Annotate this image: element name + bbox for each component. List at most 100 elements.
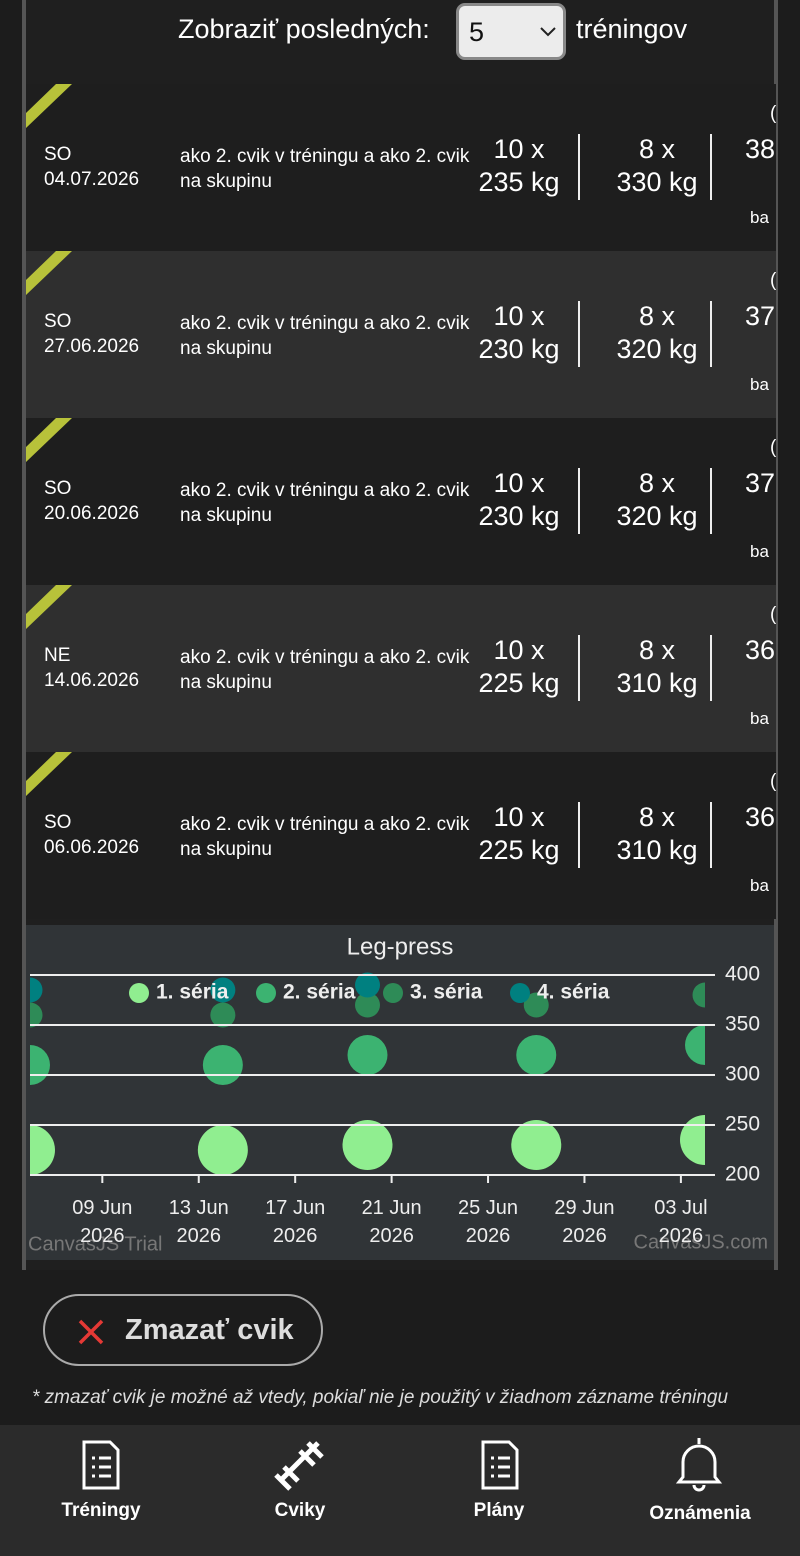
- marker-stripe: [26, 752, 72, 796]
- filter-label: Zobraziť posledných:: [178, 14, 430, 44]
- marker-stripe: [26, 585, 72, 629]
- bubble: [210, 977, 236, 1003]
- chevron: [540, 27, 556, 37]
- legend-label: 3. séria: [410, 981, 483, 1004]
- workout-day: SO: [44, 144, 72, 165]
- set-weight: 235 kg: [478, 167, 560, 197]
- x-tick-label: 03 Jul 2026: [654, 1197, 708, 1247]
- footnote: * zmazať cvik je možné až vtedy, pokiaľ …: [32, 1387, 729, 1408]
- bubble: [511, 1120, 562, 1170]
- bubble: [210, 1002, 236, 1028]
- nav-item[interactable]: Oznámenia: [649, 1503, 751, 1524]
- set-divider: [710, 635, 712, 701]
- select-value: 5: [469, 17, 485, 47]
- partial-bottom: ba: [750, 709, 769, 728]
- set-divider: [578, 468, 580, 534]
- workout-day: NE: [44, 645, 71, 666]
- bubble: [202, 1045, 243, 1085]
- set-divider: [710, 468, 712, 534]
- bubble: [347, 1035, 388, 1075]
- legend-marker: [256, 983, 276, 1003]
- bottom-nav: [0, 1425, 800, 1556]
- set-divider: [578, 802, 580, 868]
- set-reps: 10 x: [493, 301, 545, 331]
- x-tick-label: 25 Jun 2026: [458, 1197, 519, 1247]
- watermark: CanvasJS Trial: [28, 1233, 163, 1255]
- legend-marker: [383, 983, 403, 1003]
- bubble: [30, 977, 43, 1003]
- workout-date: 20.06.2026: [44, 503, 140, 524]
- set-reps: 8 x: [638, 134, 676, 164]
- workout-list: SO 04.07.2026 ako 2. cvik v tréningu a ako…: [26, 84, 776, 919]
- set-reps: 8 x: [638, 635, 676, 665]
- nav-icons: [82, 1438, 723, 1492]
- partial-top: (: [770, 771, 776, 792]
- workout-day: SO: [44, 311, 72, 332]
- x-tick-label: 09 Jun 2026: [72, 1197, 133, 1247]
- workout-row: SO 20.06.2026 ako 2. cvik v tréningu a ako…: [26, 418, 776, 585]
- set-divider: [578, 635, 580, 701]
- set-weight: 230 kg: [478, 334, 560, 364]
- legend-marker: [129, 983, 149, 1003]
- chart-panel: [26, 925, 774, 1260]
- delete-icon: [78, 1319, 104, 1345]
- set-weight: 320 kg: [616, 501, 698, 531]
- partial-bottom: ba: [750, 375, 769, 394]
- filter-suffix: tréningov: [576, 14, 688, 44]
- set-weight: 230 kg: [478, 501, 560, 531]
- chart-title: Leg-press: [347, 933, 454, 960]
- row-marker: [26, 418, 72, 462]
- partial-value: 36: [745, 635, 776, 665]
- workout-date: 06.06.2026: [44, 837, 140, 858]
- bubble: [692, 982, 705, 1008]
- x-tick-label: 13 Jun 2026: [168, 1197, 229, 1247]
- set-weight: 310 kg: [616, 835, 698, 865]
- workout-row: SO 06.06.2026 ako 2. cvik v tréningu a ako…: [26, 752, 776, 919]
- set-weight: 225 kg: [478, 835, 560, 865]
- set-weight: 225 kg: [478, 668, 560, 698]
- partial-top: (: [770, 437, 776, 458]
- set-divider: [578, 301, 580, 367]
- nav-item[interactable]: Plány: [473, 1500, 525, 1521]
- workout-date: 27.06.2026: [44, 336, 140, 357]
- bubble: [355, 992, 380, 1018]
- bubble: [685, 1025, 705, 1065]
- set-reps: 8 x: [638, 301, 676, 331]
- x-tick-label: 21 Jun 2026: [361, 1197, 422, 1247]
- count-select[interactable]: 5: [456, 3, 566, 60]
- row-marker: [26, 84, 72, 128]
- delete-button[interactable]: Zmazať cvik: [43, 1294, 323, 1366]
- y-tick-label: 400: [725, 963, 760, 986]
- set-divider: [710, 134, 712, 200]
- bubble: [523, 992, 549, 1018]
- legend-label: 4. séria: [537, 981, 610, 1004]
- y-tick-label: 300: [725, 1063, 760, 1086]
- marker-stripe: [26, 418, 72, 462]
- row-marker: [26, 251, 72, 295]
- nav-item[interactable]: Tréningy: [61, 1500, 141, 1521]
- y-tick-label: 350: [725, 1013, 760, 1036]
- row-marker: [26, 585, 72, 629]
- marker-stripe: [26, 84, 72, 128]
- bubble: [30, 1045, 50, 1085]
- workout-row: SO 27.06.2026 ako 2. cvik v tréningu a ako…: [26, 251, 776, 418]
- row-marker: [26, 752, 72, 796]
- workout-day: SO: [44, 812, 72, 833]
- legend-label: 2. séria: [283, 981, 356, 1004]
- partial-top: (: [770, 604, 776, 625]
- x-tick-label: 17 Jun 2026: [265, 1197, 326, 1247]
- workout-note: ako 2. cvik v tréningu a ako 2. cvik na …: [180, 313, 470, 359]
- set-weight: 310 kg: [616, 668, 698, 698]
- bubble: [342, 1120, 393, 1170]
- marker-stripe: [26, 251, 72, 295]
- legend-label: 1. séria: [156, 981, 229, 1004]
- y-tick-label: 200: [725, 1163, 760, 1186]
- workout-day: SO: [44, 478, 72, 499]
- partial-bottom: ba: [750, 542, 769, 561]
- partial-top: (: [770, 270, 776, 291]
- workout-note: ako 2. cvik v tréningu a ako 2. cvik na …: [180, 146, 470, 192]
- nav-item[interactable]: Cviky: [274, 1500, 326, 1521]
- workout-note: ako 2. cvik v tréningu a ako 2. cvik na …: [180, 647, 470, 693]
- partial-value: 38: [745, 134, 776, 164]
